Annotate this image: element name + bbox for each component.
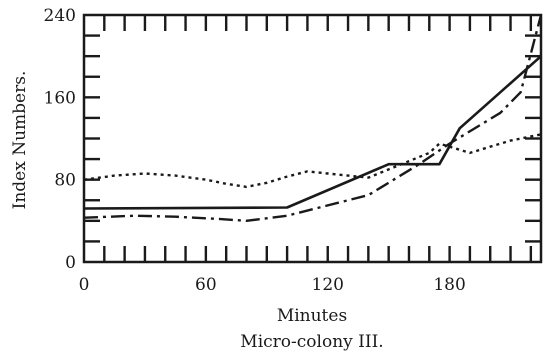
tick-labels: 0 60 120 180 0 80 160 240: [44, 6, 466, 295]
plot-frame: [82, 13, 543, 264]
series-line-solid: [83, 55, 542, 210]
x-tick-label: 0: [79, 275, 90, 295]
y-tick-label: 240: [44, 6, 76, 26]
y-tick-label: 0: [65, 253, 76, 273]
y-tick-label: 80: [54, 171, 76, 191]
x-axis-label: Minutes: [277, 306, 347, 326]
figure-caption: Micro-colony III.: [240, 332, 383, 352]
x-tick-label: 60: [195, 275, 217, 295]
y-axis-label: Index Numbers.: [10, 71, 30, 210]
series-line-dash-dot: [83, 14, 543, 223]
series-line-dotted: [83, 133, 542, 189]
axis-ticks: [84, 15, 541, 262]
series-lines: [83, 14, 543, 223]
x-tick-label: 180: [433, 275, 465, 295]
x-tick-label: 120: [312, 275, 344, 295]
y-tick-label: 160: [44, 88, 76, 108]
